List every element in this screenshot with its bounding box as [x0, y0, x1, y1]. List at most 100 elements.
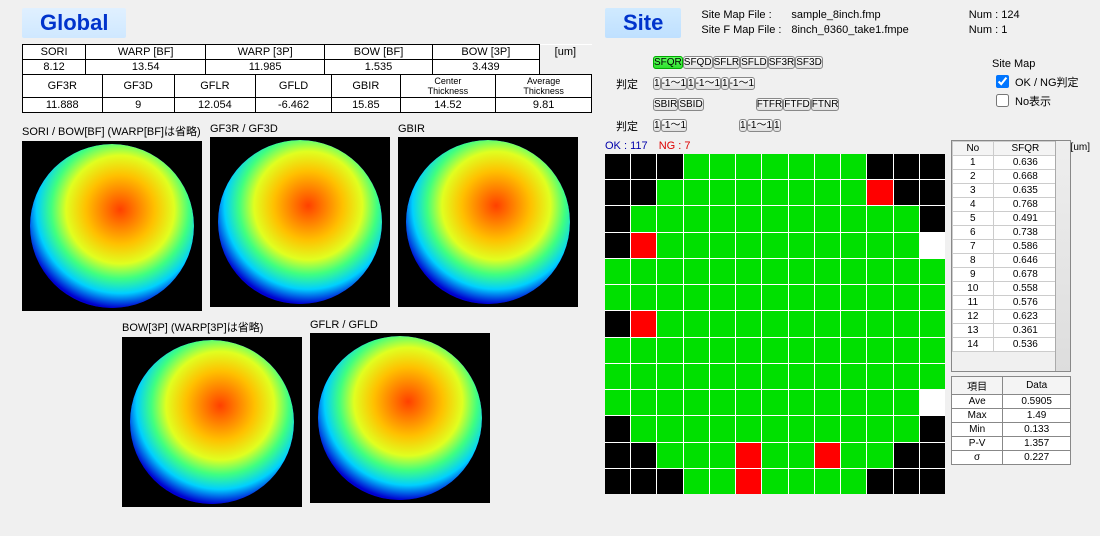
table-row[interactable]: 50.491 [953, 212, 1058, 226]
site-cell[interactable] [789, 390, 814, 415]
site-cell[interactable] [894, 311, 919, 336]
table-row[interactable]: 120.623 [953, 310, 1058, 324]
site-cell[interactable] [920, 206, 945, 231]
site-cell[interactable] [710, 443, 735, 468]
site-cell[interactable] [762, 443, 787, 468]
site-cell[interactable] [815, 154, 840, 179]
site-cell[interactable] [789, 416, 814, 441]
site-cell[interactable] [657, 206, 682, 231]
site-cell[interactable] [657, 285, 682, 310]
site-cell[interactable] [631, 469, 656, 494]
site-cell[interactable] [894, 416, 919, 441]
table-row[interactable]: 110.576 [953, 296, 1058, 310]
site-cell[interactable] [841, 364, 866, 389]
site-cell[interactable] [684, 233, 709, 258]
site-cell[interactable] [710, 311, 735, 336]
metric-button[interactable]: SFLR [713, 56, 741, 69]
nodisp-checkbox[interactable]: No表示 [992, 91, 1092, 110]
okng-checkbox[interactable]: OK / NG判定 [992, 72, 1092, 91]
site-cell[interactable] [710, 364, 735, 389]
site-cell[interactable] [684, 364, 709, 389]
site-cell[interactable] [867, 311, 892, 336]
site-cell[interactable] [815, 233, 840, 258]
site-cell[interactable] [867, 443, 892, 468]
site-cell[interactable] [789, 285, 814, 310]
site-cell[interactable] [920, 285, 945, 310]
site-cell[interactable] [894, 180, 919, 205]
site-cell[interactable] [762, 469, 787, 494]
site-cell[interactable] [841, 416, 866, 441]
site-cell[interactable] [736, 416, 761, 441]
site-cell[interactable] [657, 416, 682, 441]
site-cell[interactable] [867, 390, 892, 415]
site-cell[interactable] [736, 285, 761, 310]
site-cell[interactable] [684, 311, 709, 336]
metric-button[interactable]: SFQD [683, 56, 713, 69]
metric-button[interactable]: SFQR [653, 56, 683, 69]
metric-button[interactable]: SBIR [653, 98, 678, 111]
site-cell[interactable] [815, 285, 840, 310]
site-cell[interactable] [762, 364, 787, 389]
site-cell[interactable] [841, 338, 866, 363]
site-cell[interactable] [657, 311, 682, 336]
table-row[interactable]: 100.558 [953, 282, 1058, 296]
site-cell[interactable] [736, 390, 761, 415]
site-cell[interactable] [657, 338, 682, 363]
site-cell[interactable] [867, 285, 892, 310]
site-map-grid[interactable] [605, 154, 945, 494]
site-cell[interactable] [684, 180, 709, 205]
site-cell[interactable] [605, 311, 630, 336]
site-cell[interactable] [631, 233, 656, 258]
site-cell[interactable] [710, 416, 735, 441]
metric-button[interactable]: SF3R [768, 56, 796, 69]
site-cell[interactable] [894, 285, 919, 310]
site-cell[interactable] [736, 180, 761, 205]
site-cell[interactable] [631, 180, 656, 205]
site-cell[interactable] [894, 338, 919, 363]
site-cell[interactable] [605, 259, 630, 284]
site-cell[interactable] [631, 206, 656, 231]
table-row[interactable]: 10.636 [953, 156, 1058, 170]
site-cell[interactable] [841, 180, 866, 205]
site-cell[interactable] [631, 338, 656, 363]
site-cell[interactable] [736, 443, 761, 468]
site-cell[interactable] [867, 469, 892, 494]
table-row[interactable]: 30.635 [953, 184, 1058, 198]
site-cell[interactable] [762, 390, 787, 415]
metric-button[interactable]: SBID [678, 98, 703, 111]
metric-button[interactable]: -1～1 [695, 77, 721, 90]
site-cell[interactable] [657, 469, 682, 494]
site-cell[interactable] [867, 180, 892, 205]
metric-button[interactable]: FTFD [783, 98, 811, 111]
metric-button[interactable]: -1～1 [661, 77, 687, 90]
site-cell[interactable] [920, 416, 945, 441]
site-cell[interactable] [631, 443, 656, 468]
site-cell[interactable] [710, 390, 735, 415]
site-cell[interactable] [684, 285, 709, 310]
metric-button[interactable]: 1 [721, 77, 729, 90]
site-cell[interactable] [841, 390, 866, 415]
site-cell[interactable] [894, 233, 919, 258]
site-cell[interactable] [605, 233, 630, 258]
site-cell[interactable] [736, 364, 761, 389]
site-cell[interactable] [631, 154, 656, 179]
site-cell[interactable] [867, 364, 892, 389]
site-cell[interactable] [684, 154, 709, 179]
table-row[interactable]: 130.361 [953, 324, 1058, 338]
site-cell[interactable] [710, 469, 735, 494]
site-cell[interactable] [894, 443, 919, 468]
site-cell[interactable] [710, 338, 735, 363]
site-cell[interactable] [789, 469, 814, 494]
site-cell[interactable] [710, 233, 735, 258]
table-row[interactable]: 40.768 [953, 198, 1058, 212]
site-cell[interactable] [815, 259, 840, 284]
site-cell[interactable] [841, 259, 866, 284]
site-cell[interactable] [841, 469, 866, 494]
site-cell[interactable] [841, 206, 866, 231]
site-cell[interactable] [894, 469, 919, 494]
site-cell[interactable] [657, 364, 682, 389]
site-cell[interactable] [920, 259, 945, 284]
table-row[interactable]: 140.536 [953, 338, 1058, 352]
metric-button[interactable]: 1 [739, 119, 747, 132]
site-cell[interactable] [710, 206, 735, 231]
